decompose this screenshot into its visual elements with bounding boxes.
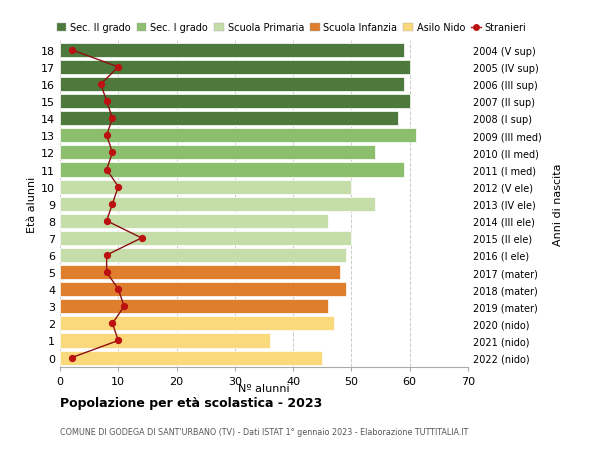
Text: Nº alunni: Nº alunni — [238, 383, 290, 393]
Point — [137, 235, 146, 242]
Point — [107, 201, 117, 208]
Bar — [60, 95, 410, 109]
Bar — [60, 334, 270, 348]
Bar — [60, 180, 352, 194]
Point — [102, 252, 112, 259]
Y-axis label: Anni di nascita: Anni di nascita — [553, 163, 563, 246]
Y-axis label: Età alunni: Età alunni — [27, 176, 37, 232]
Bar — [60, 231, 352, 246]
Point — [102, 218, 112, 225]
Bar — [60, 61, 410, 75]
Bar — [60, 44, 404, 58]
Bar — [60, 300, 328, 313]
Point — [102, 167, 112, 174]
Bar — [60, 129, 416, 143]
Bar — [60, 163, 404, 177]
Bar — [60, 317, 334, 330]
Text: Popolazione per età scolastica - 2023: Popolazione per età scolastica - 2023 — [60, 396, 322, 409]
Bar — [60, 197, 375, 211]
Point — [102, 132, 112, 140]
Point — [113, 64, 123, 72]
Point — [113, 184, 123, 191]
Point — [119, 303, 129, 310]
Bar — [60, 78, 404, 92]
Bar — [60, 265, 340, 280]
Point — [102, 98, 112, 106]
Bar — [60, 283, 346, 297]
Bar — [60, 146, 375, 160]
Legend: Sec. II grado, Sec. I grado, Scuola Primaria, Scuola Infanzia, Asilo Nido, Stran: Sec. II grado, Sec. I grado, Scuola Prim… — [57, 23, 526, 33]
Point — [67, 47, 76, 54]
Point — [113, 286, 123, 293]
Bar — [60, 351, 322, 365]
Point — [113, 337, 123, 344]
Bar — [60, 112, 398, 126]
Point — [96, 81, 106, 89]
Bar — [60, 248, 346, 263]
Point — [107, 149, 117, 157]
Point — [67, 354, 76, 362]
Point — [107, 320, 117, 327]
Point — [107, 115, 117, 123]
Bar — [60, 214, 328, 228]
Point — [102, 269, 112, 276]
Text: COMUNE DI GODEGA DI SANT'URBANO (TV) - Dati ISTAT 1° gennaio 2023 - Elaborazione: COMUNE DI GODEGA DI SANT'URBANO (TV) - D… — [60, 427, 469, 436]
